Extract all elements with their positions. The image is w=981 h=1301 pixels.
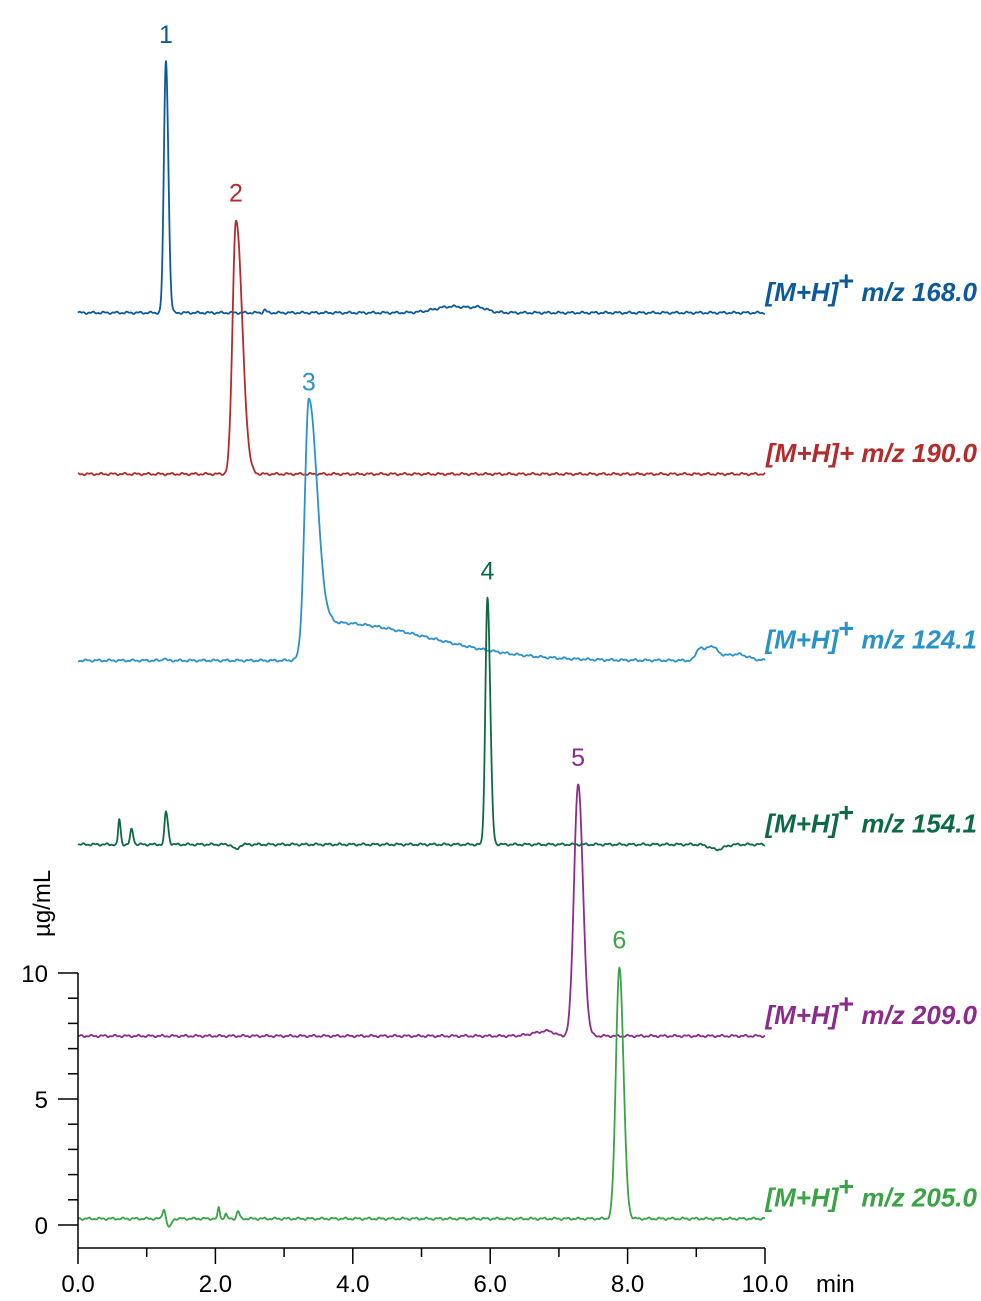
axes-layer: 0 5 10 0.0 2.0 4.0 6.0 8.0 10.0 min µg/mL <box>21 870 854 1298</box>
y-axis-ticks: 0 5 10 <box>21 961 78 1240</box>
trace-label-4: [M+H]+ m/z 154.1 <box>764 797 977 838</box>
y-tick-label: 5 <box>35 1087 48 1114</box>
peak-label-5: 5 <box>571 744 585 772</box>
peak-label-4: 4 <box>480 558 494 586</box>
trace-label-6: [M+H]+ m/z 205.0 <box>764 1172 977 1213</box>
x-tick-label: 4.0 <box>336 1271 369 1298</box>
traces-layer <box>77 60 766 1228</box>
x-tick-label: 6.0 <box>474 1271 507 1298</box>
y-tick-label: 10 <box>21 961 48 988</box>
trace-line-3 <box>77 397 766 663</box>
labels-layer: 1 [M+H]+ m/z 168.0 2 [M+H]+ m/z 190.0 3 [M+H]… <box>159 21 978 1213</box>
trace-line-4 <box>77 596 766 852</box>
peak-label-2: 2 <box>229 180 243 208</box>
x-tick-label: 0.0 <box>61 1271 94 1298</box>
x-tick-label: 2.0 <box>199 1271 232 1298</box>
peak-label-1: 1 <box>159 21 173 49</box>
x-axis-ticks: 0.0 2.0 4.0 6.0 8.0 10.0 <box>61 1248 788 1298</box>
trace-label-1: [M+H]+ m/z 168.0 <box>764 266 977 307</box>
y-axis-title: µg/mL <box>29 870 56 937</box>
trace-line-1 <box>77 60 766 315</box>
x-tick-label: 10.0 <box>742 1271 789 1298</box>
peak-label-6: 6 <box>612 927 626 955</box>
trace-label-3: [M+H]+ m/z 124.1 <box>764 614 977 655</box>
trace-label-5: [M+H]+ m/z 209.0 <box>764 989 977 1030</box>
trace-line-2 <box>77 219 766 477</box>
trace-line-6 <box>77 966 766 1228</box>
x-tick-label: 8.0 <box>611 1271 644 1298</box>
y-tick-label: 0 <box>35 1213 48 1240</box>
x-axis-title: min <box>816 1271 855 1298</box>
trace-line-5 <box>77 783 766 1039</box>
trace-label-2: [M+H]+ m/z 190.0 <box>765 438 978 468</box>
peak-label-3: 3 <box>302 369 316 397</box>
